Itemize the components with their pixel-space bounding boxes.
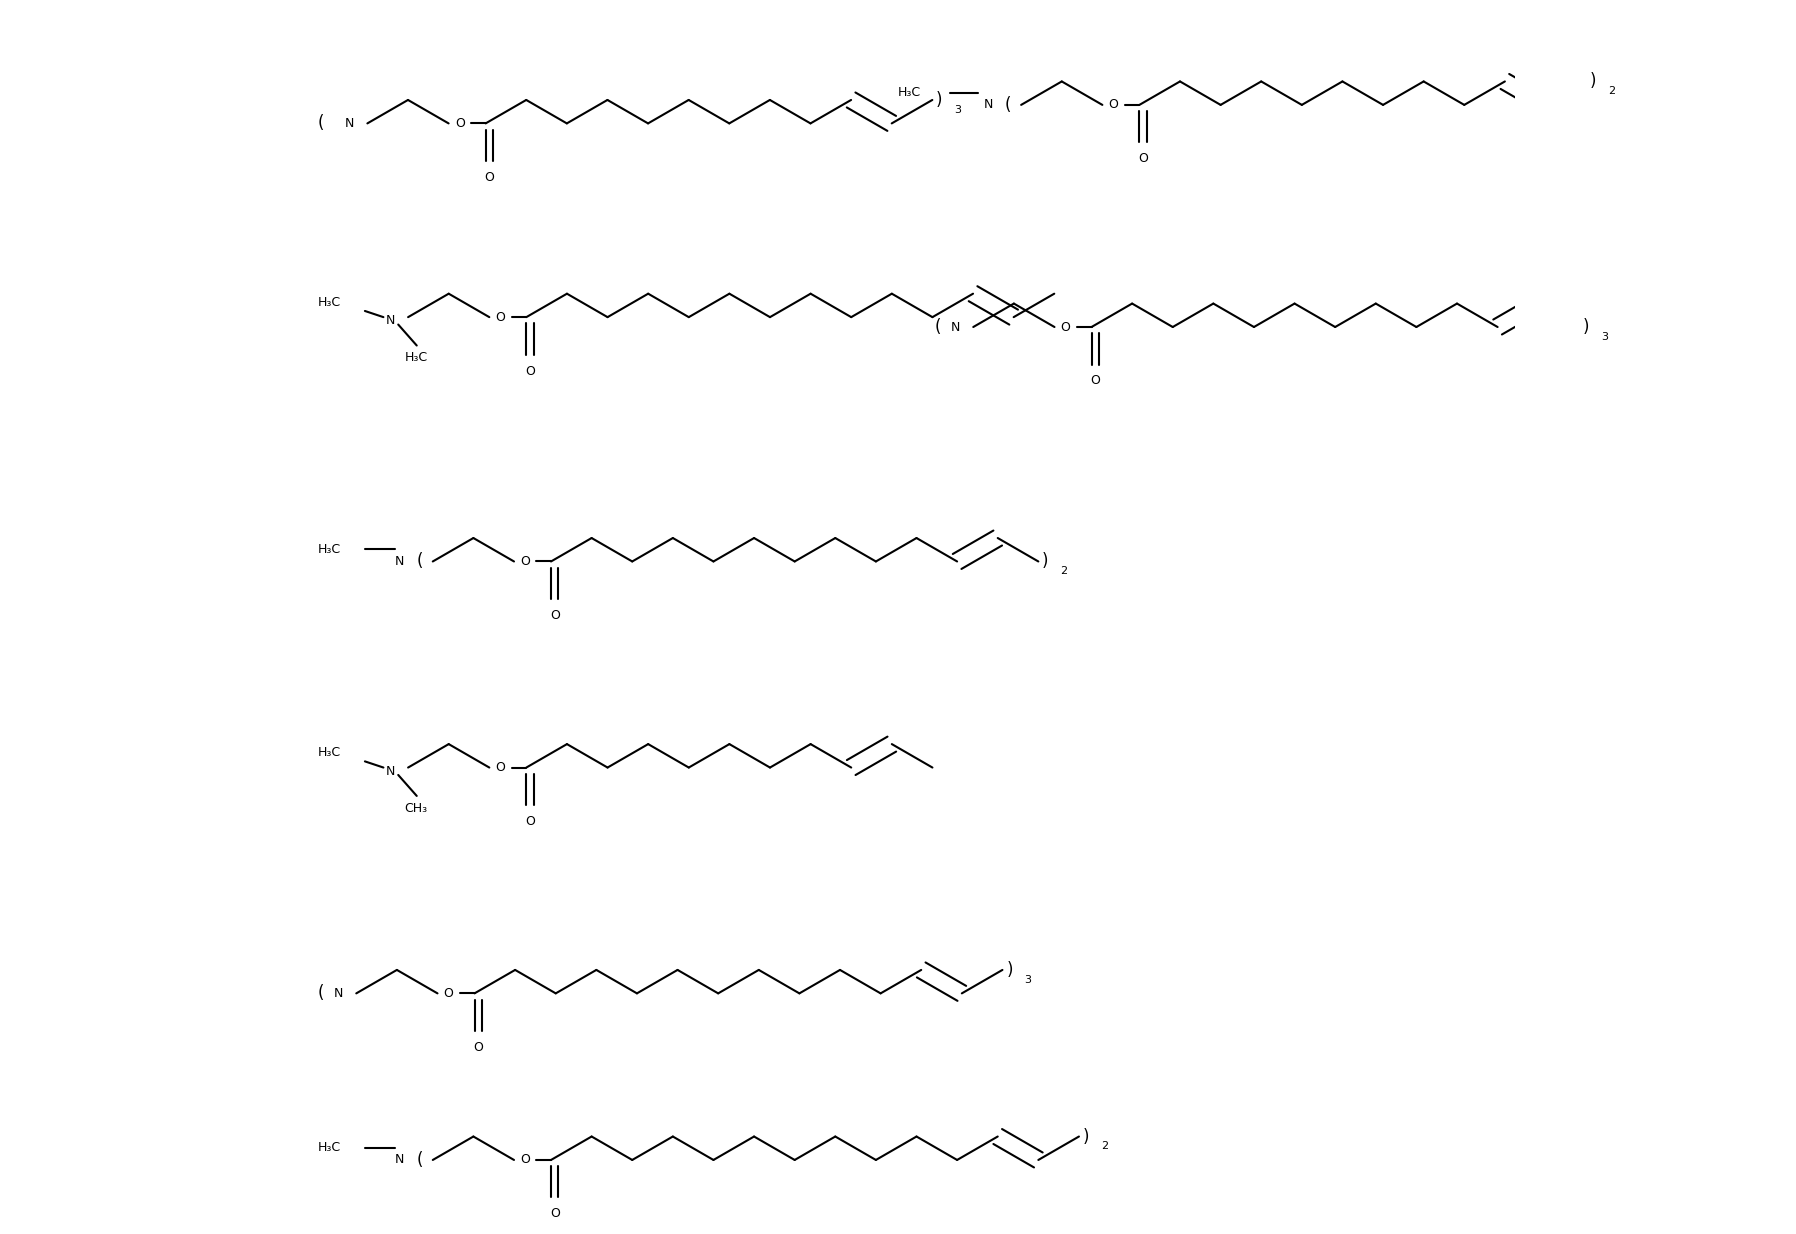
Text: 2: 2 [1061,566,1067,576]
Text: (: ( [417,553,424,570]
Text: CH₃: CH₃ [404,802,427,814]
Text: O: O [521,555,530,568]
Text: H₃C: H₃C [318,747,341,759]
Text: (: ( [936,318,941,336]
Text: H₃C: H₃C [318,543,341,555]
Text: O: O [474,1040,483,1054]
Text: O: O [1139,152,1148,165]
Text: O: O [444,987,454,1000]
Text: N: N [386,315,395,327]
Text: O: O [1061,321,1070,333]
Text: N: N [395,555,404,568]
Text: O: O [550,1207,560,1220]
Text: (: ( [318,115,325,132]
Text: O: O [485,170,494,184]
Text: H₃C: H₃C [318,296,341,308]
Text: ): ) [1582,318,1589,336]
Text: (: ( [318,985,325,1002]
Text: ): ) [1042,553,1049,570]
Text: 2: 2 [1607,86,1615,96]
Text: ): ) [1083,1128,1088,1145]
Text: O: O [1108,99,1119,111]
Text: O: O [550,608,560,622]
Text: ): ) [936,91,943,109]
Text: 3: 3 [954,105,961,115]
Text: H₃C: H₃C [404,352,427,364]
Text: N: N [345,117,354,130]
Text: O: O [521,1154,530,1166]
Text: 2: 2 [1101,1141,1108,1151]
Text: N: N [395,1154,404,1166]
Text: N: N [952,321,961,333]
Text: O: O [1090,374,1101,387]
Text: (: ( [1006,96,1011,114]
Text: ): ) [1006,961,1013,979]
Text: N: N [334,987,343,1000]
Text: H₃C: H₃C [898,86,921,99]
Text: O: O [524,814,535,828]
Text: O: O [496,761,505,774]
Text: O: O [454,117,465,130]
Text: (: ( [417,1151,424,1169]
Text: 3: 3 [1600,332,1607,342]
Text: N: N [984,99,993,111]
Text: N: N [386,765,395,777]
Text: 3: 3 [1026,975,1031,985]
Text: O: O [496,311,505,323]
Text: H₃C: H₃C [318,1141,341,1154]
Text: ): ) [1589,73,1597,90]
Text: O: O [524,364,535,378]
